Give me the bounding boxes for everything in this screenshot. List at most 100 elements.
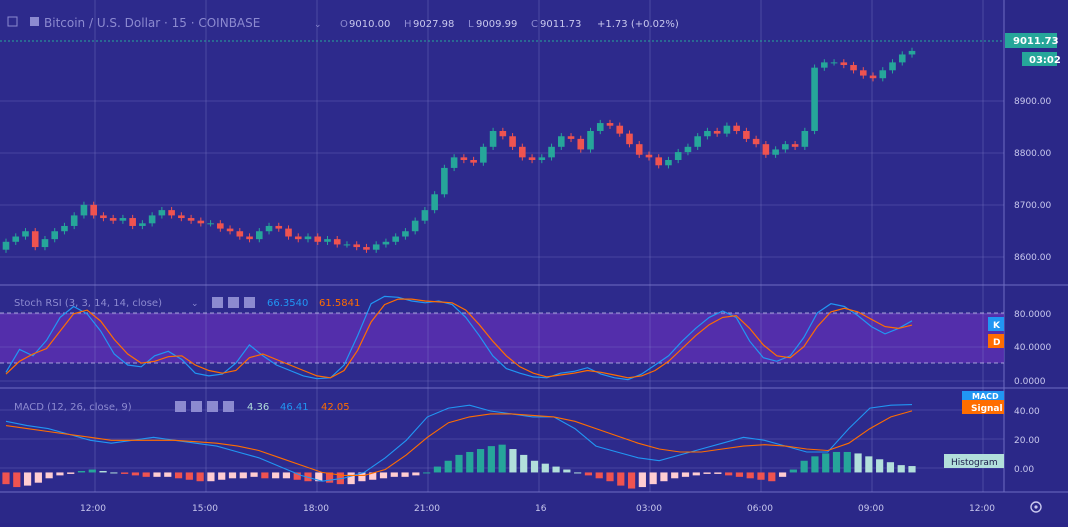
histogram-bar: [121, 472, 129, 474]
candle: [285, 225, 292, 240]
candle-body: [840, 62, 848, 66]
candle-body: [811, 67, 818, 131]
signal-tag-label: Signal: [971, 404, 1003, 414]
gear-icon[interactable]: [191, 401, 202, 412]
candle: [626, 130, 633, 148]
price-tick: 8700.00: [1014, 201, 1051, 211]
histogram-bar: [315, 472, 323, 482]
stoch-tick: 40.0000: [1014, 343, 1051, 353]
time-axis-background: [0, 492, 1068, 523]
candle-body: [499, 130, 507, 137]
candle: [41, 235, 49, 251]
candle: [879, 67, 887, 82]
settings-gear-icon[interactable]: [1030, 501, 1042, 513]
histogram-bar: [390, 472, 398, 477]
candle-body: [460, 157, 468, 160]
candle-body: [733, 125, 740, 131]
d-tag-label: D: [993, 338, 1000, 348]
candle-body: [519, 146, 526, 158]
macd-tag-label: MACD: [972, 392, 999, 401]
low-label: L: [468, 19, 474, 30]
histogram-bar: [250, 472, 258, 477]
stoch-legend[interactable]: Stoch RSI (3, 3, 14, 14, close) ⌄ 66.354…: [14, 297, 360, 309]
candle-body: [70, 215, 78, 226]
close-icon[interactable]: [223, 401, 234, 412]
histogram-bar: [660, 472, 668, 482]
histogram-bar: [832, 451, 841, 473]
histogram-bar: [692, 472, 700, 476]
histogram-bar: [843, 451, 851, 473]
candle: [480, 143, 487, 166]
gear-icon[interactable]: [228, 297, 239, 308]
histogram-bar: [476, 449, 485, 473]
candle-body: [12, 236, 20, 242]
candle-body: [119, 218, 127, 221]
histogram-bar: [520, 454, 528, 473]
candle-body: [90, 204, 97, 216]
symbol-dropdown-icon[interactable]: ⌄: [314, 20, 322, 30]
candle-body: [782, 144, 789, 150]
candle: [704, 127, 711, 140]
candle-body: [236, 231, 244, 237]
macd-hist-value: 4.36: [247, 402, 269, 413]
histogram-bar: [778, 472, 787, 477]
histogram-bar: [746, 472, 754, 479]
candle: [119, 214, 127, 224]
candle-body: [509, 136, 516, 147]
candle: [421, 206, 429, 224]
histogram-bar: [638, 472, 646, 488]
candle-body: [139, 223, 146, 226]
last-price-tag: [1005, 33, 1057, 48]
stoch-d-line: [5, 298, 913, 379]
stoch-dropdown-icon[interactable]: ⌄: [191, 299, 199, 309]
collapse-icon[interactable]: [7, 16, 18, 27]
histogram-bar: [218, 472, 226, 480]
macd-signal-value: 42.05: [321, 402, 350, 413]
candle: [343, 241, 351, 248]
histogram-bar: [174, 472, 183, 479]
candle: [314, 233, 322, 245]
histogram-bar: [207, 472, 215, 482]
candle-body: [265, 225, 273, 232]
k-tag-label: K: [993, 321, 1001, 331]
candle-body: [392, 236, 399, 242]
histogram-bar: [423, 472, 431, 474]
histogram-bar: [282, 472, 291, 479]
symbol-legend[interactable]: Bitcoin / U.S. Dollar · 15 · COINBASE ⌄ …: [7, 16, 679, 30]
candle: [2, 238, 10, 253]
histogram-bar: [886, 462, 895, 473]
histogram-bar: [142, 472, 150, 477]
histogram-bar: [725, 472, 733, 476]
close-value: 9011.73: [540, 19, 581, 30]
candle-body: [557, 136, 565, 147]
histogram-bar: [768, 472, 776, 482]
time-tick: 21:00: [414, 504, 440, 514]
histogram-bar: [77, 470, 86, 473]
candle: [441, 164, 448, 198]
candle: [411, 217, 419, 235]
more-icon[interactable]: [207, 401, 218, 412]
time-tick: 12:00: [80, 504, 106, 514]
candle: [908, 47, 916, 58]
macd-legend[interactable]: MACD (12, 26, close, 9) 4.36 46.41 42.05: [14, 401, 350, 413]
candle: [811, 64, 818, 135]
histogram-bar: [412, 472, 420, 476]
eye-icon[interactable]: [175, 401, 186, 412]
time-tick: 03:00: [636, 504, 662, 514]
candle: [100, 212, 107, 222]
candle: [187, 214, 195, 224]
candle: [168, 206, 175, 219]
stoch-title: Stoch RSI (3, 3, 14, 14, close): [14, 298, 162, 309]
histogram-bar: [509, 449, 517, 473]
eye-icon[interactable]: [212, 297, 223, 308]
k-tag: [988, 317, 1004, 331]
close-icon[interactable]: [244, 297, 255, 308]
histogram-tag: [944, 454, 1004, 468]
candle-body: [908, 50, 916, 55]
signal-line: [5, 410, 913, 476]
histogram-bar: [13, 472, 21, 488]
histogram-bar: [822, 453, 830, 473]
macd-tick: 20.00: [1014, 436, 1040, 446]
candle: [538, 154, 546, 164]
